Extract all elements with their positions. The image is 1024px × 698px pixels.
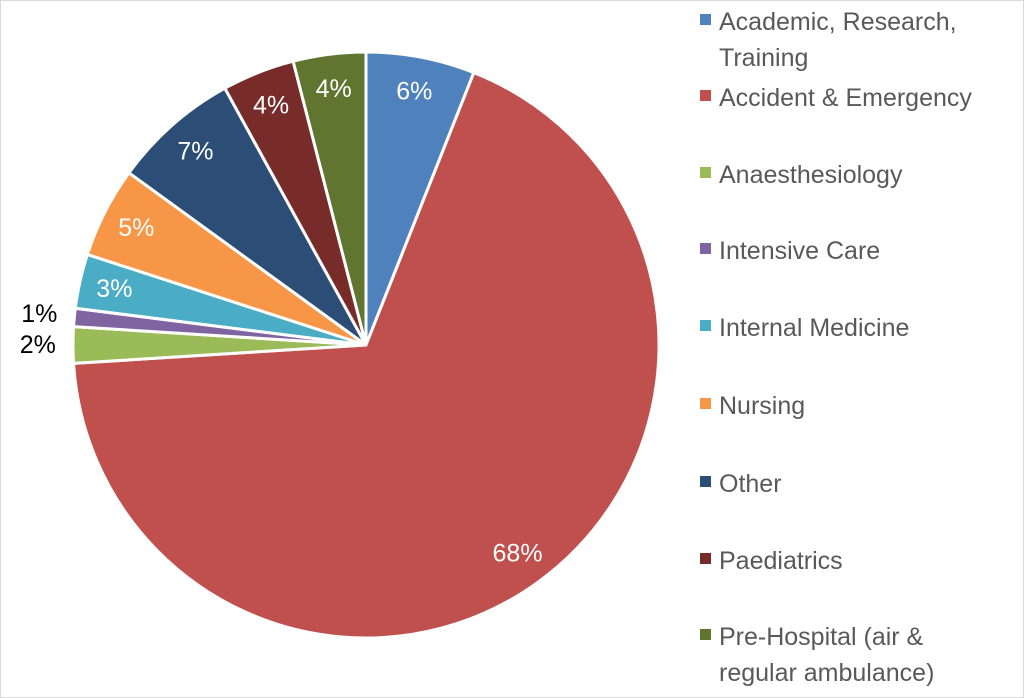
legend-label: Anaesthesiology <box>719 161 903 189</box>
legend-swatch <box>700 243 711 254</box>
data-label-3: 1% <box>21 300 57 328</box>
data-label-2: 2% <box>20 331 56 359</box>
legend-item-0: Academic, Research, Training <box>700 4 989 76</box>
data-label-8: 4% <box>316 75 352 103</box>
data-label-5: 5% <box>118 214 154 242</box>
data-label-0: 6% <box>396 78 432 106</box>
legend-item-5: Nursing <box>700 388 1019 424</box>
data-label-7: 4% <box>253 91 289 119</box>
legend-swatch <box>700 167 711 178</box>
legend-label: Nursing <box>719 392 806 420</box>
legend-label: Internal Medicine <box>719 314 910 342</box>
legend-label: Other <box>719 470 782 498</box>
data-label-4: 3% <box>96 275 132 303</box>
legend-item-7: Paediatrics <box>700 543 1019 579</box>
legend-label: Pre-Hospital (air & regular ambulance) <box>719 623 935 687</box>
legend-item-3: Intensive Care <box>700 233 1019 269</box>
legend-swatch <box>700 629 711 640</box>
legend-swatch <box>700 553 711 564</box>
legend-label: Intensive Care <box>719 237 881 265</box>
legend-label: Accident & Emergency <box>719 84 972 112</box>
legend-swatch <box>700 398 711 409</box>
legend-item-6: Other <box>700 466 1019 502</box>
data-label-6: 7% <box>177 138 213 166</box>
pie-slice-6 <box>126 86 368 347</box>
legend-swatch <box>700 476 711 487</box>
legend-swatch <box>700 14 711 25</box>
legend-item-4: Internal Medicine <box>700 310 1019 346</box>
legend-item-2: Anaesthesiology <box>700 157 1019 193</box>
legend-label: Paediatrics <box>719 547 843 575</box>
legend-label: Academic, Research, Training <box>719 8 957 72</box>
legend-swatch <box>700 320 711 331</box>
pie-slice-8 <box>291 50 368 346</box>
legend-item-1: Accident & Emergency <box>700 80 1019 116</box>
pie-slice-1 <box>71 70 661 640</box>
data-label-1: 68% <box>493 540 543 568</box>
legend-item-8: Pre-Hospital (air & regular ambulance) <box>700 619 979 691</box>
legend-swatch <box>700 90 711 101</box>
